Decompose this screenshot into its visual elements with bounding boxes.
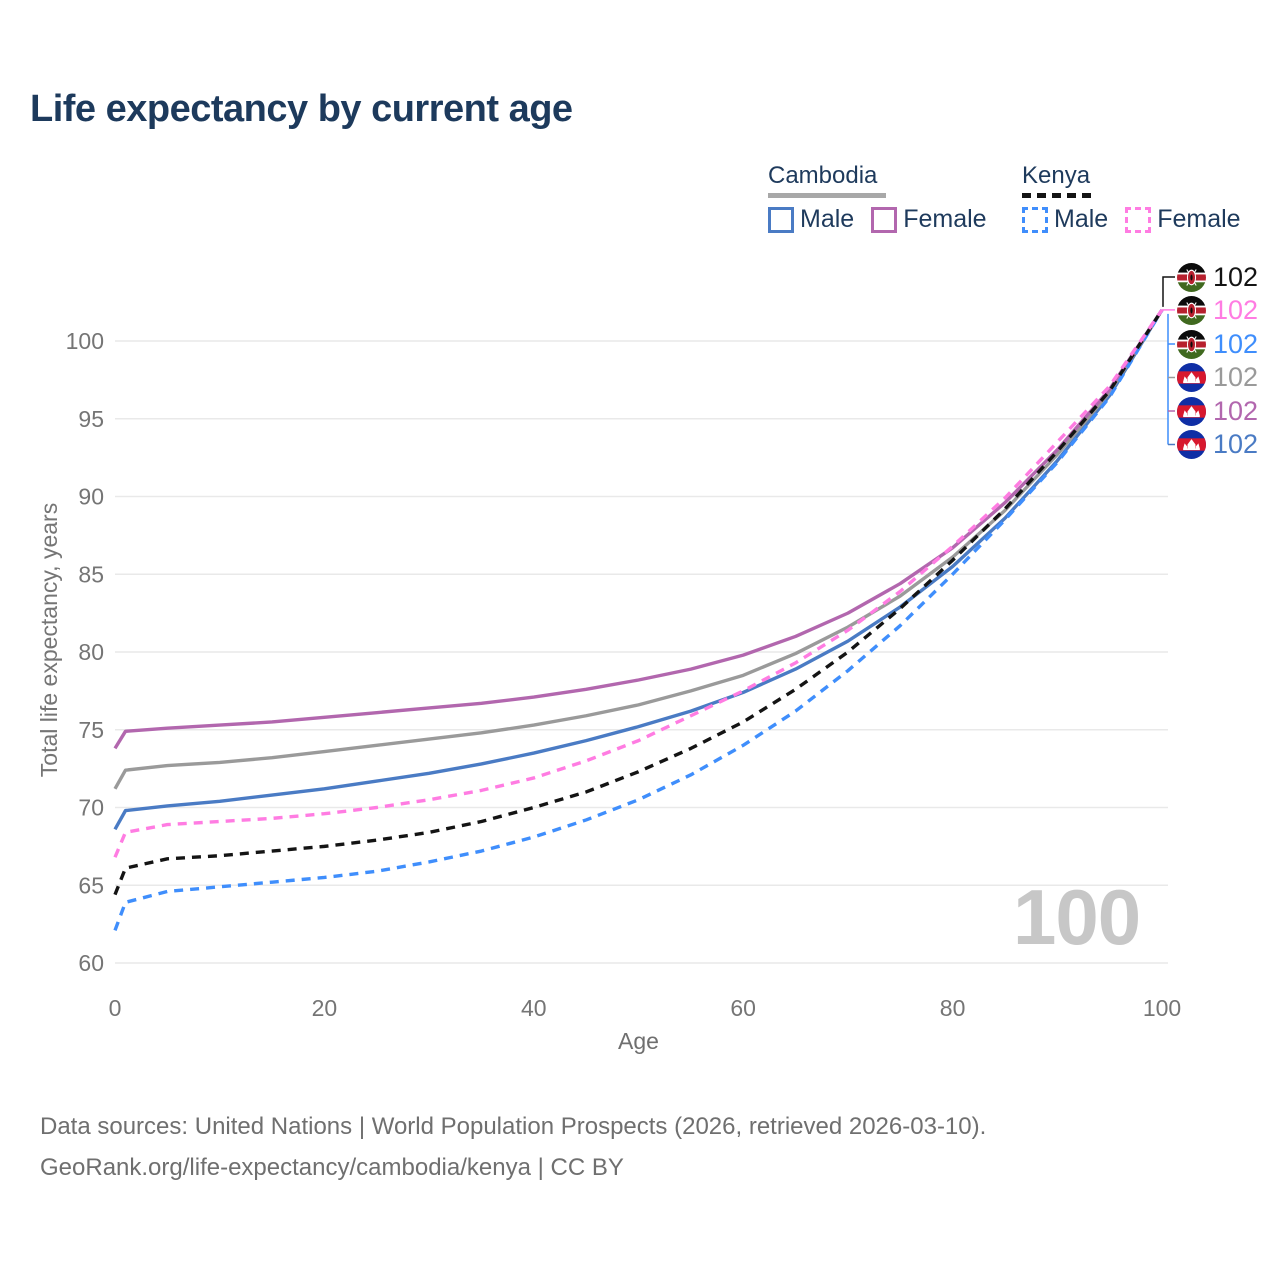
endpoint-value: 102 bbox=[1213, 395, 1259, 426]
legend-country-label-cambodia[interactable]: Cambodia bbox=[768, 162, 878, 189]
legend-item-kenya-male[interactable]: Male bbox=[1022, 205, 1108, 234]
endpoint-value: 102 bbox=[1213, 429, 1259, 459]
cambodia-flag-icon bbox=[1177, 430, 1206, 459]
attribution-line: GeoRank.org/life-expectancy/cambodia/ken… bbox=[40, 1154, 624, 1181]
legend-group-cambodia: Cambodia Male Female bbox=[768, 163, 987, 234]
endpoint-row-cambodia-male: 102 bbox=[1177, 430, 1258, 460]
endpoint-value: 102 bbox=[1213, 328, 1259, 359]
y-tick-label: 70 bbox=[78, 795, 104, 821]
legend-item-label: Female bbox=[903, 205, 987, 233]
cambodia-flag-icon bbox=[1177, 396, 1206, 426]
series-line-kenya-male[interactable] bbox=[113, 309, 1164, 931]
page-title: Life expectancy by current age bbox=[30, 88, 573, 130]
y-tick-label: 85 bbox=[78, 561, 104, 587]
legend-item-cambodia-female[interactable]: Female bbox=[871, 205, 987, 234]
endpoint-value: 102 bbox=[1213, 261, 1259, 292]
y-tick-label: 60 bbox=[78, 950, 104, 976]
y-tick-label: 75 bbox=[78, 717, 104, 743]
cambodia-flag-icon bbox=[1177, 363, 1206, 392]
x-tick-label: 40 bbox=[521, 995, 547, 1021]
kenya-flag-icon bbox=[1177, 296, 1206, 325]
endpoint-row-cambodia: 102 bbox=[1177, 363, 1258, 393]
cambodia-female-swatch bbox=[871, 206, 898, 233]
y-tick-label: 100 bbox=[66, 328, 104, 354]
y-tick-label: 95 bbox=[78, 406, 104, 432]
endpoint-value: 102 bbox=[1213, 295, 1259, 325]
kenya-flag-icon bbox=[1177, 262, 1206, 292]
x-tick-label: 100 bbox=[1143, 995, 1181, 1021]
legend-group-kenya: Kenya Male Female bbox=[1022, 163, 1241, 234]
x-tick-label: 60 bbox=[730, 995, 756, 1021]
legend-item-cambodia-male[interactable]: Male bbox=[768, 205, 854, 234]
series-line-cambodia-female[interactable] bbox=[113, 308, 1164, 750]
x-tick-label: 20 bbox=[312, 995, 338, 1021]
kenya-male-swatch bbox=[1022, 206, 1048, 233]
x-axis-title: Age bbox=[618, 1028, 659, 1054]
legend-item-kenya-female[interactable]: Female bbox=[1125, 205, 1241, 234]
endpoint-row-kenya-male: 102 bbox=[1177, 329, 1258, 359]
endpoint-row-kenya: 102 bbox=[1177, 262, 1258, 292]
legend-item-label: Male bbox=[800, 205, 855, 233]
series-line-kenya-female[interactable] bbox=[113, 308, 1164, 858]
legend-item-label: Female bbox=[1157, 205, 1241, 233]
footer: Data sources: United Nations | World Pop… bbox=[40, 1106, 986, 1188]
data-sources-line: Data sources: United Nations | World Pop… bbox=[40, 1113, 987, 1140]
legend-item-label: Male bbox=[1054, 205, 1109, 233]
kenya-flag-icon bbox=[1177, 329, 1206, 359]
kenya-line-style-swatch bbox=[1022, 193, 1092, 198]
y-tick-label: 80 bbox=[78, 639, 104, 665]
y-tick-label: 65 bbox=[78, 872, 104, 898]
series-line-kenya[interactable] bbox=[113, 308, 1164, 896]
cambodia-male-swatch bbox=[768, 206, 794, 233]
leader-line-kenya-total bbox=[1162, 276, 1175, 307]
endpoint-row-kenya-female: 102 bbox=[1177, 296, 1258, 326]
current-age-watermark: 100 bbox=[1013, 873, 1141, 961]
x-tick-label: 0 bbox=[109, 995, 122, 1021]
x-tick-label: 80 bbox=[940, 995, 966, 1021]
series-line-cambodia[interactable] bbox=[113, 308, 1164, 790]
cambodia-line-style-swatch bbox=[768, 193, 886, 198]
y-tick-label: 90 bbox=[78, 484, 104, 510]
endpoint-row-cambodia-female: 102 bbox=[1177, 396, 1258, 426]
y-axis-title: Total life expectancy, years bbox=[36, 503, 62, 777]
series-line-cambodia-male[interactable] bbox=[113, 309, 1164, 831]
legend-country-label-kenya[interactable]: Kenya bbox=[1022, 162, 1091, 189]
endpoint-value: 102 bbox=[1213, 362, 1259, 392]
kenya-female-swatch bbox=[1125, 206, 1152, 233]
